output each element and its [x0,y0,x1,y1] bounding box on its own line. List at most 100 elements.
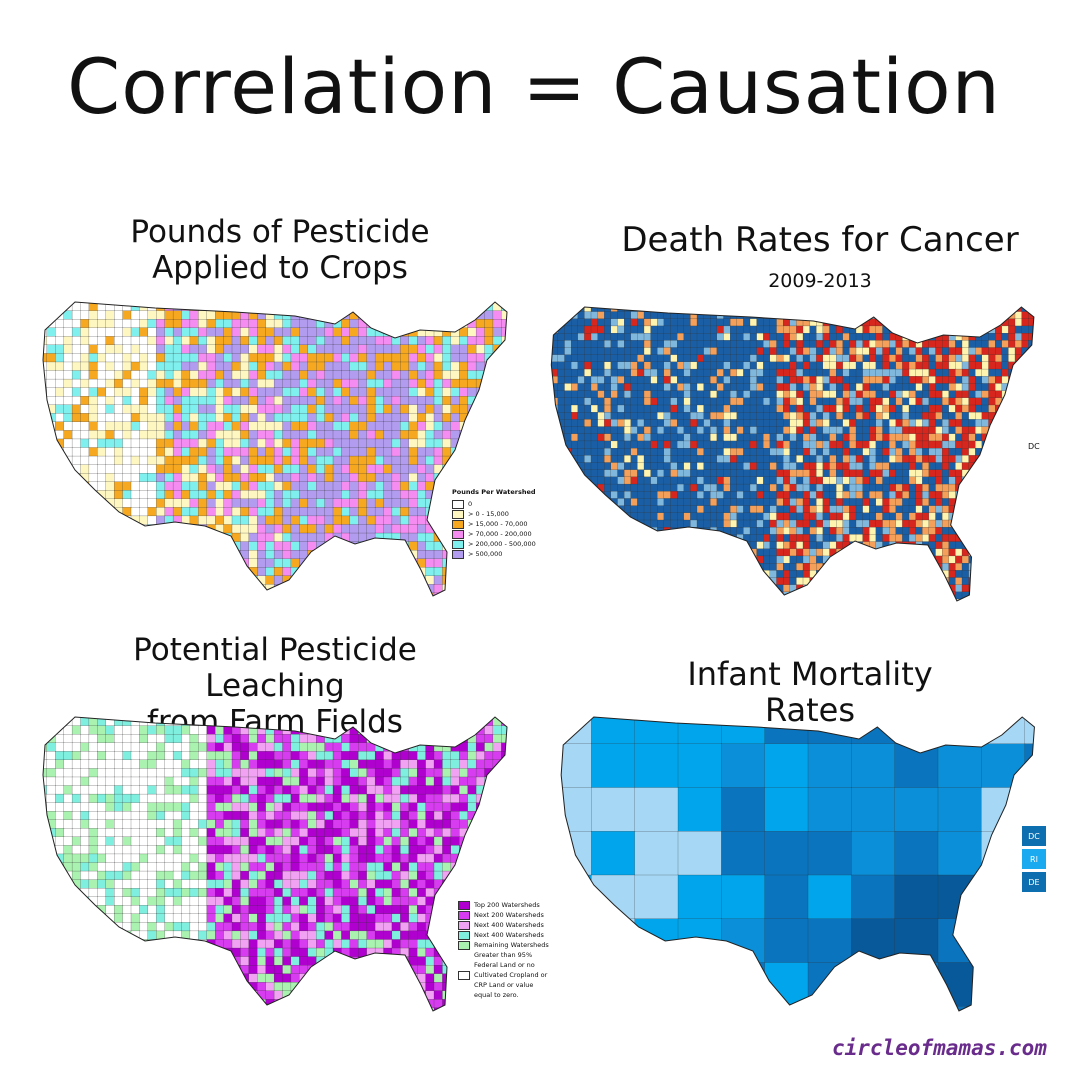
map-region [240,302,250,312]
map-region [307,361,317,372]
map-region [769,397,778,406]
map-region [743,469,751,478]
map-region [1061,369,1068,377]
map-region [366,575,376,585]
map-region [1035,312,1042,320]
map-region [248,344,258,355]
map-region [955,383,963,392]
map-region [139,532,149,543]
map-region [164,310,174,320]
map-region [383,344,393,355]
map-region [849,307,857,313]
map-region [164,404,174,414]
map-region [584,325,592,334]
map-region [677,325,685,334]
legend-item: 0 [452,499,542,509]
map-region [181,473,191,483]
map-region [696,419,705,428]
map-region [796,505,804,514]
map-region [617,455,625,464]
map-region [723,354,731,363]
map-region [889,440,897,449]
map-region [147,404,157,414]
map-region [915,376,923,385]
map-region [756,340,764,349]
map-region [557,376,566,385]
map-region [829,347,837,356]
map-region [332,575,343,585]
map-region [1014,483,1023,492]
map-region [181,575,191,585]
map-region [316,601,325,610]
map-region [723,376,731,385]
map-region [716,404,725,413]
map-region [332,515,343,526]
map-region [299,387,309,397]
map-region [501,567,507,577]
map-region [122,353,132,363]
map-region [114,601,123,610]
map-region [743,318,751,327]
map-region [114,498,124,508]
map-region [189,413,199,423]
map-region [307,515,317,526]
map-region [624,347,632,356]
map-region [769,440,778,449]
map-region [749,361,758,370]
map-region [564,368,572,377]
map-region [172,336,183,346]
map-region [796,426,804,435]
map-region [408,575,418,585]
map-region [869,307,877,313]
map-region [902,519,910,528]
map-region [316,404,326,414]
map-region [995,376,1003,385]
map-region [597,433,605,442]
map-region [164,464,174,474]
map-region [962,290,969,298]
map-region [935,404,943,413]
map-region [181,481,191,491]
map-region [1001,491,1009,500]
map-region [968,368,976,377]
map-region [584,404,592,413]
map-region [164,302,174,303]
map-region [215,575,225,585]
map-region [849,347,857,356]
map-region [915,390,923,399]
map-region [557,483,566,492]
map-region [198,285,207,294]
map-region [849,433,857,442]
map-region [769,347,778,356]
map-region [215,541,225,551]
map-region [770,297,777,305]
map-region [551,426,559,435]
map-region [849,412,857,420]
map-region [822,307,831,313]
map-region [604,483,612,492]
map-region [299,336,309,346]
map-region [637,333,645,341]
map-region [955,390,963,399]
map-region [856,297,863,305]
map-region [425,310,435,320]
map-region [518,336,527,345]
map-region [231,430,242,440]
map-region [736,483,744,492]
map-region [332,592,343,596]
map-region [756,390,764,399]
map-region [374,498,385,508]
map-region [1028,462,1034,471]
pesticide-legend-title: Pounds Per Watershed [452,488,536,496]
map-region [611,297,618,305]
map-region [358,353,368,363]
map-region [942,469,950,478]
map-region [433,558,444,568]
map-region [630,376,638,385]
map-region [564,325,572,334]
map-region [895,426,903,435]
map-region [383,396,393,406]
map-region [1042,477,1049,485]
map-region [717,290,724,298]
map-region [442,447,452,457]
